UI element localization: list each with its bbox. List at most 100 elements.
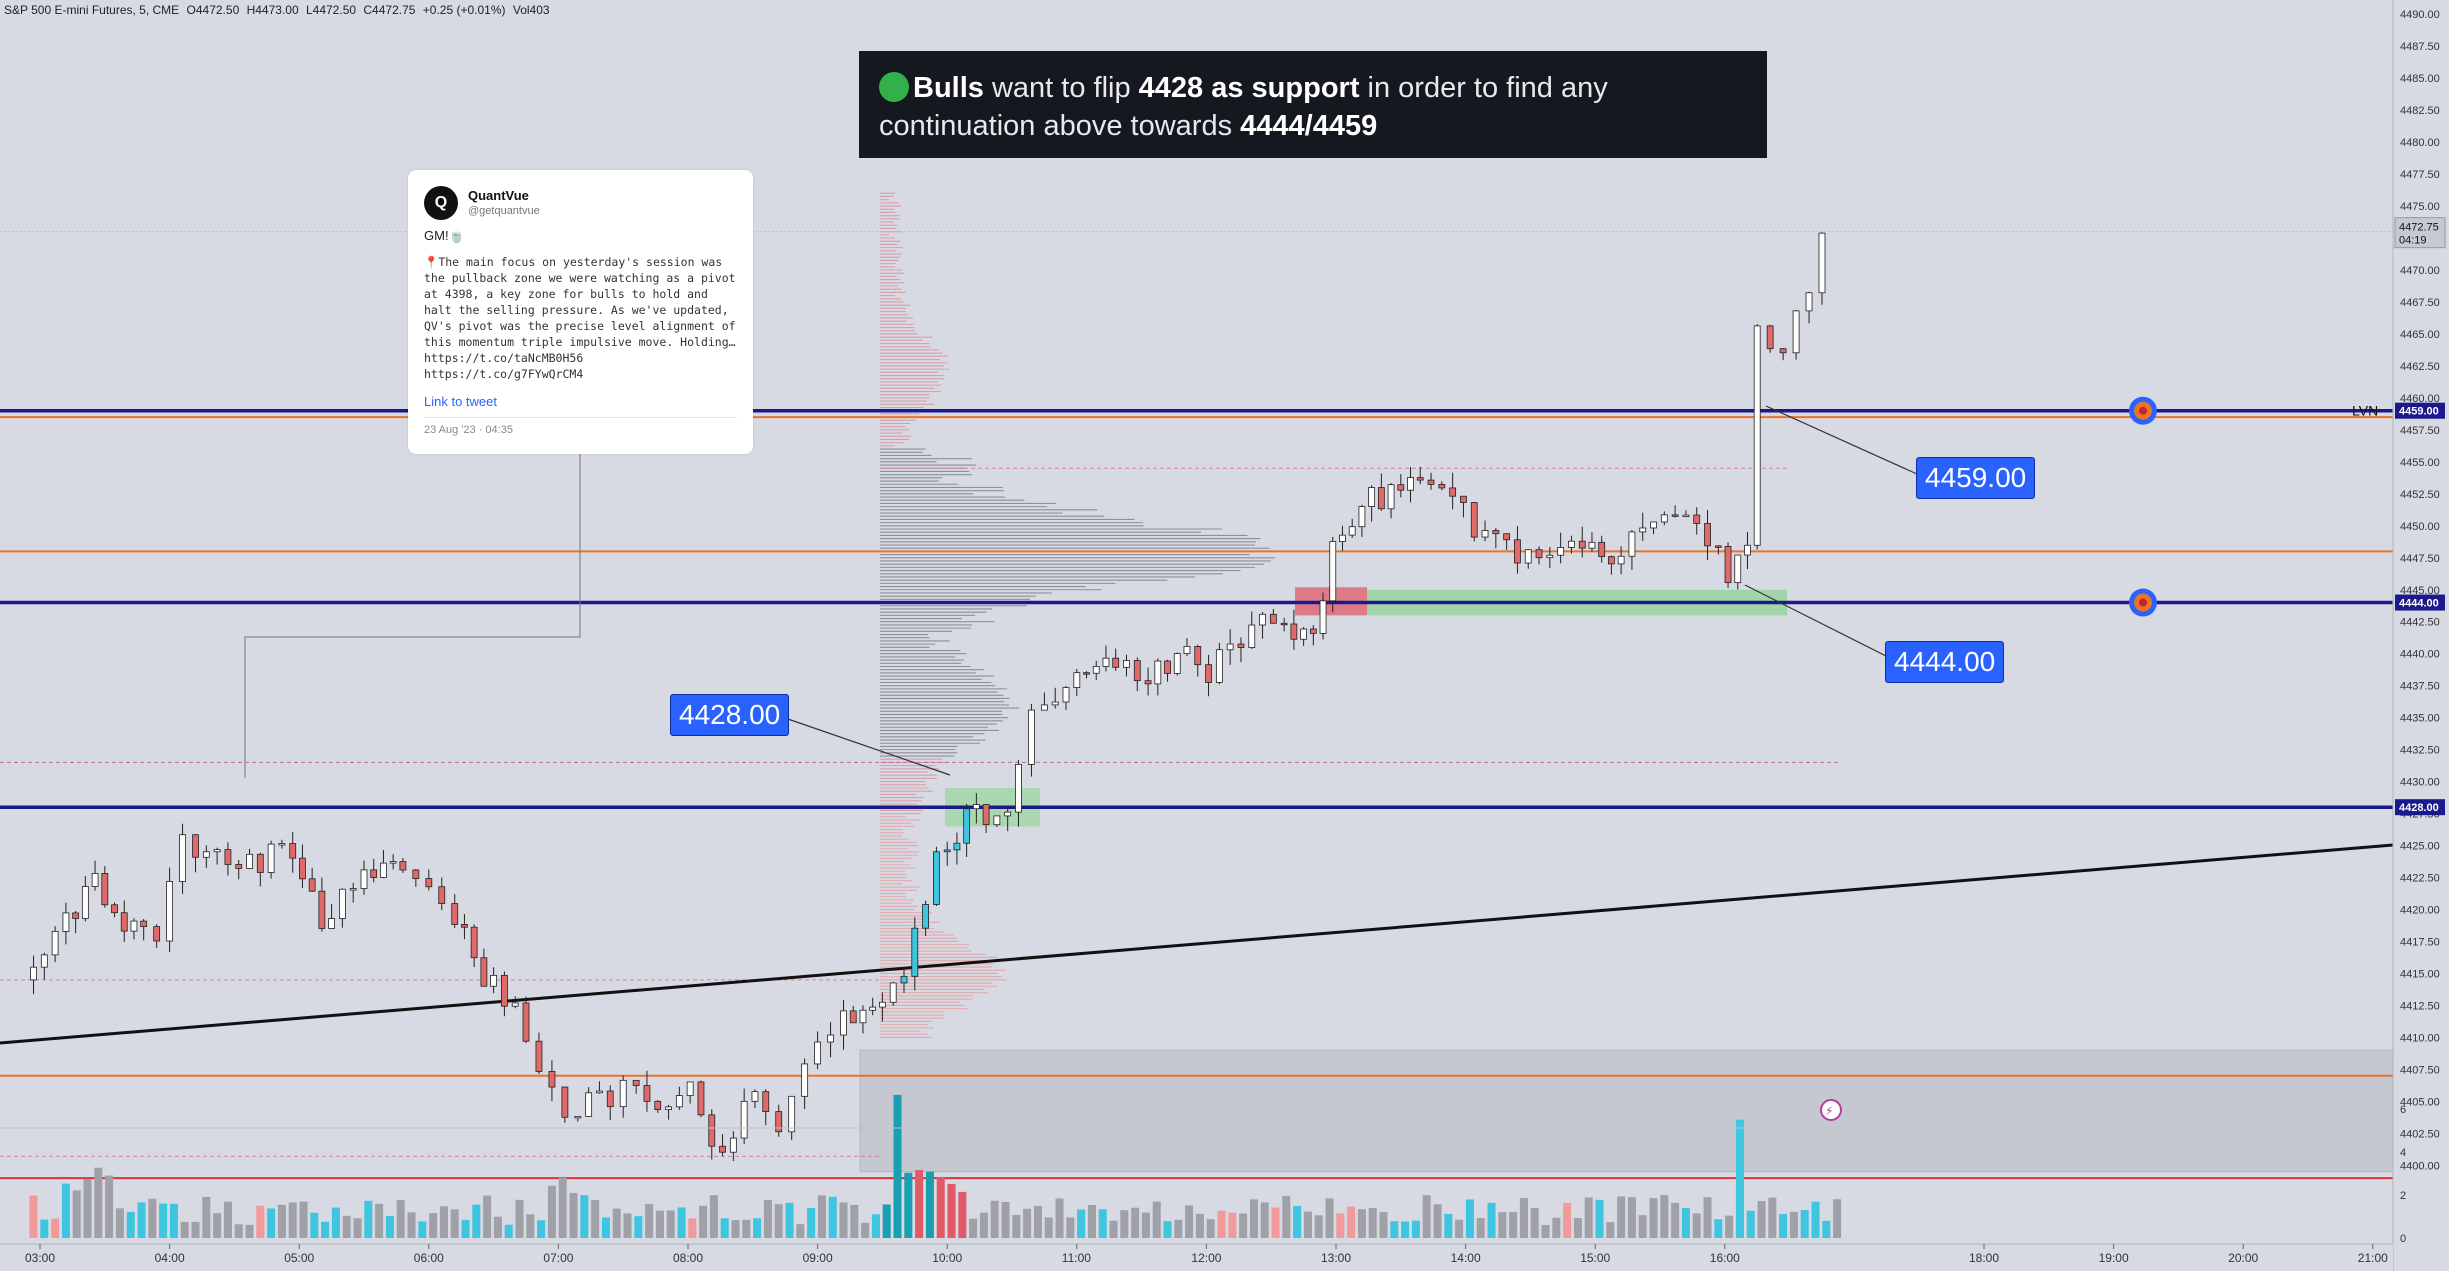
candle-up bbox=[328, 918, 336, 929]
candle-down bbox=[318, 890, 326, 929]
candle-down bbox=[1714, 545, 1722, 548]
volume-bar bbox=[688, 1218, 697, 1238]
volume-bar bbox=[1411, 1220, 1420, 1238]
volume-bar bbox=[1833, 1199, 1842, 1238]
candle-down bbox=[561, 1086, 569, 1118]
volume-bar bbox=[191, 1221, 200, 1238]
y-tick-label: 4482.50 bbox=[2400, 105, 2440, 117]
candle-up bbox=[1660, 514, 1668, 523]
volume-bar bbox=[1087, 1204, 1096, 1238]
candle-up bbox=[933, 851, 940, 905]
volume-bar bbox=[850, 1204, 859, 1238]
volume-tick-label: 6 bbox=[2400, 1104, 2406, 1116]
volume-bar bbox=[1249, 1199, 1258, 1238]
y-tick-label: 4405.00 bbox=[2400, 1096, 2440, 1108]
volume-bar bbox=[990, 1200, 999, 1238]
volume-bar bbox=[148, 1198, 157, 1238]
y-tick-label: 4467.50 bbox=[2400, 297, 2440, 309]
volume-bar bbox=[202, 1196, 211, 1238]
volume-bar bbox=[40, 1219, 49, 1238]
volume-bar bbox=[1185, 1205, 1194, 1238]
callout-4444[interactable]: 4444.00 bbox=[1885, 641, 2005, 683]
y-tick-label: 4480.00 bbox=[2400, 137, 2440, 149]
candle-up bbox=[1628, 531, 1636, 557]
volume-bar bbox=[1217, 1210, 1226, 1238]
tweet-link[interactable]: Link to tweet bbox=[424, 394, 497, 409]
target-center bbox=[2139, 598, 2147, 607]
volume-bar bbox=[115, 1208, 124, 1238]
callout-4428[interactable]: 4428.00 bbox=[670, 694, 790, 736]
tweet-author: QuantVue bbox=[468, 188, 529, 203]
candle-up bbox=[1329, 541, 1337, 602]
candle-down bbox=[370, 869, 378, 878]
candle-up bbox=[1818, 232, 1826, 294]
y-tick-label: 4417.50 bbox=[2400, 936, 2440, 948]
volume-bar bbox=[1595, 1199, 1604, 1238]
candle-up bbox=[1588, 541, 1596, 549]
candle-down bbox=[719, 1145, 726, 1153]
volume-bar bbox=[947, 1183, 956, 1238]
candle-up bbox=[922, 904, 929, 929]
candle-up bbox=[879, 1001, 886, 1008]
volume-bar bbox=[1141, 1212, 1150, 1238]
level-tag-bg bbox=[2395, 799, 2445, 816]
candle-up bbox=[1300, 628, 1307, 640]
volume-bar bbox=[591, 1199, 600, 1238]
volume-bar bbox=[1465, 1199, 1474, 1238]
candle-down bbox=[1438, 484, 1446, 489]
target-icon bbox=[2129, 396, 2157, 425]
volume-bar bbox=[51, 1218, 60, 1238]
candle-down bbox=[425, 878, 433, 888]
level-tag-label: 4428.00 bbox=[2399, 802, 2439, 814]
volume-bar bbox=[785, 1202, 794, 1238]
candle-down bbox=[1693, 514, 1701, 524]
candle-up bbox=[1805, 292, 1813, 312]
candle-down bbox=[1514, 539, 1521, 564]
y-tick-label: 4455.00 bbox=[2400, 457, 2440, 469]
candle-down bbox=[299, 857, 306, 880]
y-tick-label: 4487.50 bbox=[2400, 41, 2440, 53]
volume-bar bbox=[753, 1218, 762, 1238]
volume-bar bbox=[882, 1204, 891, 1238]
volume-bar bbox=[1066, 1217, 1075, 1238]
y-tick-label: 4422.50 bbox=[2400, 873, 2440, 885]
candle-down bbox=[308, 878, 316, 892]
candle-up bbox=[267, 843, 275, 873]
candle-up bbox=[1041, 704, 1048, 711]
volume-bar bbox=[1152, 1201, 1161, 1238]
volume-bar bbox=[904, 1172, 913, 1238]
volume-bar bbox=[1174, 1219, 1183, 1238]
candle-down bbox=[120, 912, 128, 932]
callout-4459-leader bbox=[1765, 405, 1918, 475]
candles bbox=[30, 232, 1826, 1162]
candle-up bbox=[859, 1009, 867, 1024]
candle-up bbox=[246, 853, 253, 869]
x-tick-label: 20:00 bbox=[2228, 1251, 2258, 1265]
tweet-card[interactable]: Q QuantVue @getquantvue GM!🍵 📍The main f… bbox=[408, 170, 753, 454]
candle-down bbox=[1144, 680, 1152, 685]
tweet-connector bbox=[244, 454, 581, 778]
candle-up bbox=[1387, 484, 1395, 510]
candle-down bbox=[72, 912, 80, 919]
volume-bar bbox=[1606, 1222, 1615, 1238]
candle-down bbox=[1237, 643, 1245, 648]
volume-bar bbox=[1228, 1212, 1237, 1238]
candle-up bbox=[1339, 534, 1346, 542]
candle-up bbox=[963, 808, 971, 844]
volume-bar bbox=[515, 1199, 524, 1238]
x-tick-label: 08:00 bbox=[673, 1251, 703, 1265]
volume-bar bbox=[1563, 1202, 1572, 1238]
y-tick-label: 4445.00 bbox=[2400, 585, 2440, 597]
volume-bar bbox=[742, 1219, 751, 1238]
level-tag-label: 4459.00 bbox=[2399, 406, 2439, 418]
legend-open: O4472.50 bbox=[186, 3, 240, 17]
volume-bar bbox=[1627, 1197, 1636, 1238]
last-price-tag-label: 4472.75 bbox=[2399, 222, 2439, 234]
callout-4459[interactable]: 4459.00 bbox=[1916, 457, 2036, 499]
headline-bulls: Bulls bbox=[913, 72, 984, 104]
y-tick-label: 4425.00 bbox=[2400, 841, 2440, 853]
volume-bar bbox=[159, 1203, 168, 1238]
volume-bar bbox=[450, 1209, 459, 1238]
candle-up bbox=[360, 869, 368, 889]
